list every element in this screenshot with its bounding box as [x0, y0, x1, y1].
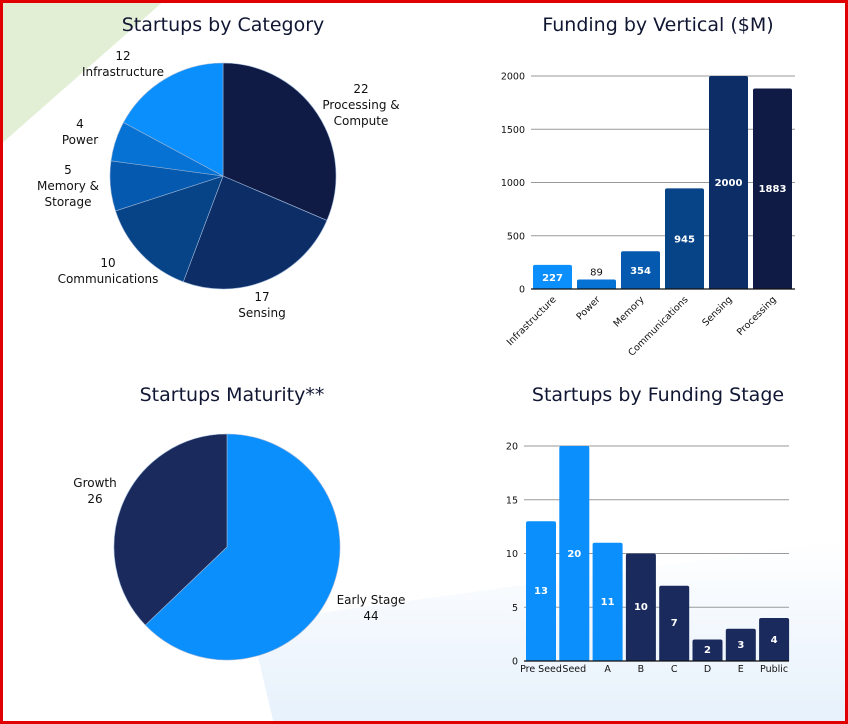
- vertical-bar-infrastructure: [533, 264, 572, 289]
- stage-x-tick-label: A: [604, 664, 611, 675]
- stage-value-label: 4: [771, 635, 778, 646]
- category-slice-label: 12 Infrastructure: [82, 49, 164, 79]
- stage-x-tick-label: D: [704, 664, 711, 675]
- vertical-x-tick-label: Processing: [735, 294, 779, 338]
- vertical-chart-title: Funding by Vertical ($M): [542, 14, 773, 36]
- stage-value-label: 11: [601, 597, 615, 608]
- stage-value-label: 7: [671, 618, 678, 629]
- stage-bar-e: [725, 628, 756, 661]
- maturity-slice-label: Early Stage 44: [337, 593, 406, 623]
- category-slice-label: 10 Communications: [58, 256, 159, 286]
- stage-x-tick-label: Seed: [562, 664, 586, 675]
- category-slice-label: 5 Memory & Storage: [37, 163, 99, 209]
- stage-bar-d: [692, 639, 723, 661]
- stage-y-tick-label: 20: [506, 442, 518, 453]
- stage-bar-a: [592, 542, 623, 661]
- category-slice-sensing: [182, 175, 328, 290]
- maturity-chart-title: Startups Maturity**: [140, 384, 325, 406]
- vertical-x-tick-label: Infrastructure: [505, 294, 559, 348]
- stage-x-tick-label: C: [671, 664, 678, 675]
- stage-bar-chart: Startups by Funding Stage 0 5 10 15 20 13 Pre …: [506, 384, 790, 675]
- stage-x-tick-label: Pre Seed: [520, 664, 562, 675]
- vertical-x-tick-label: Power: [575, 294, 603, 322]
- vertical-bar-processing: [753, 88, 792, 289]
- stage-chart-title: Startups by Funding Stage: [532, 384, 784, 406]
- stage-y-tick-label: 0: [512, 657, 518, 668]
- stage-value-label: 10: [634, 602, 648, 613]
- stage-y-tick-label: 15: [506, 495, 518, 506]
- vertical-bar-power: [577, 279, 616, 289]
- vertical-x-tick-label: Memory: [612, 294, 647, 329]
- vertical-value-label: 89: [590, 268, 603, 279]
- stage-y-tick-label: 10: [506, 549, 518, 560]
- maturity-slice-growth: [113, 433, 228, 626]
- vertical-y-tick-label: 1000: [501, 178, 525, 189]
- vertical-y-tick-label: 1500: [501, 125, 525, 136]
- vertical-y-tick-label: 500: [507, 231, 525, 242]
- stage-x-tick-label: B: [638, 664, 645, 675]
- stage-bar-c: [659, 585, 690, 661]
- stage-bar-seed: [559, 446, 590, 661]
- stage-bar-pre-seed: [526, 521, 556, 661]
- stage-value-label: 2: [704, 645, 711, 656]
- vertical-bar-sensing: [709, 76, 748, 289]
- category-chart-title: Startups by Category: [122, 14, 325, 36]
- vertical-x-tick-label: Sensing: [700, 294, 734, 328]
- maturity-pie-chart: Startups Maturity** Early Stage 44 Growth 2…: [73, 384, 406, 661]
- category-slice-processing-compute: [222, 62, 337, 221]
- stage-y-tick-label: 5: [512, 603, 518, 614]
- vertical-value-label: 354: [630, 266, 651, 277]
- vertical-y-tick-label: 2000: [501, 72, 525, 83]
- category-slice-label: 4 Power: [62, 117, 98, 147]
- vertical-bar-memory: [621, 251, 660, 289]
- category-pie-chart: Startups by Category 22 Processing & Compu…: [37, 14, 400, 320]
- stage-x-tick-label: Public: [760, 664, 788, 675]
- stage-x-tick-label: E: [738, 664, 744, 675]
- vertical-value-label: 945: [674, 235, 695, 246]
- stage-value-label: 20: [567, 549, 581, 560]
- vertical-value-label: 227: [542, 273, 563, 284]
- maturity-slice-label: Growth 26: [73, 476, 116, 506]
- stage-value-label: 3: [737, 640, 744, 651]
- stage-bar-public: [759, 618, 790, 661]
- category-slice-infrastructure: [123, 62, 224, 177]
- maturity-slice-early-stage: [144, 433, 341, 661]
- stage-value-label: 13: [534, 586, 548, 597]
- vertical-bar-communications: [665, 188, 704, 289]
- vertical-value-label: 2000: [715, 178, 743, 189]
- category-slice-label: 22 Processing & Compute: [322, 82, 399, 128]
- vertical-value-label: 1883: [759, 184, 787, 195]
- vertical-bar-chart: Funding by Vertical ($M) 0 500 1000 1500 200…: [501, 14, 795, 359]
- category-slice-label: 17 Sensing: [238, 290, 285, 320]
- vertical-y-tick-label: 0: [519, 285, 525, 296]
- stage-bar-b: [625, 553, 656, 661]
